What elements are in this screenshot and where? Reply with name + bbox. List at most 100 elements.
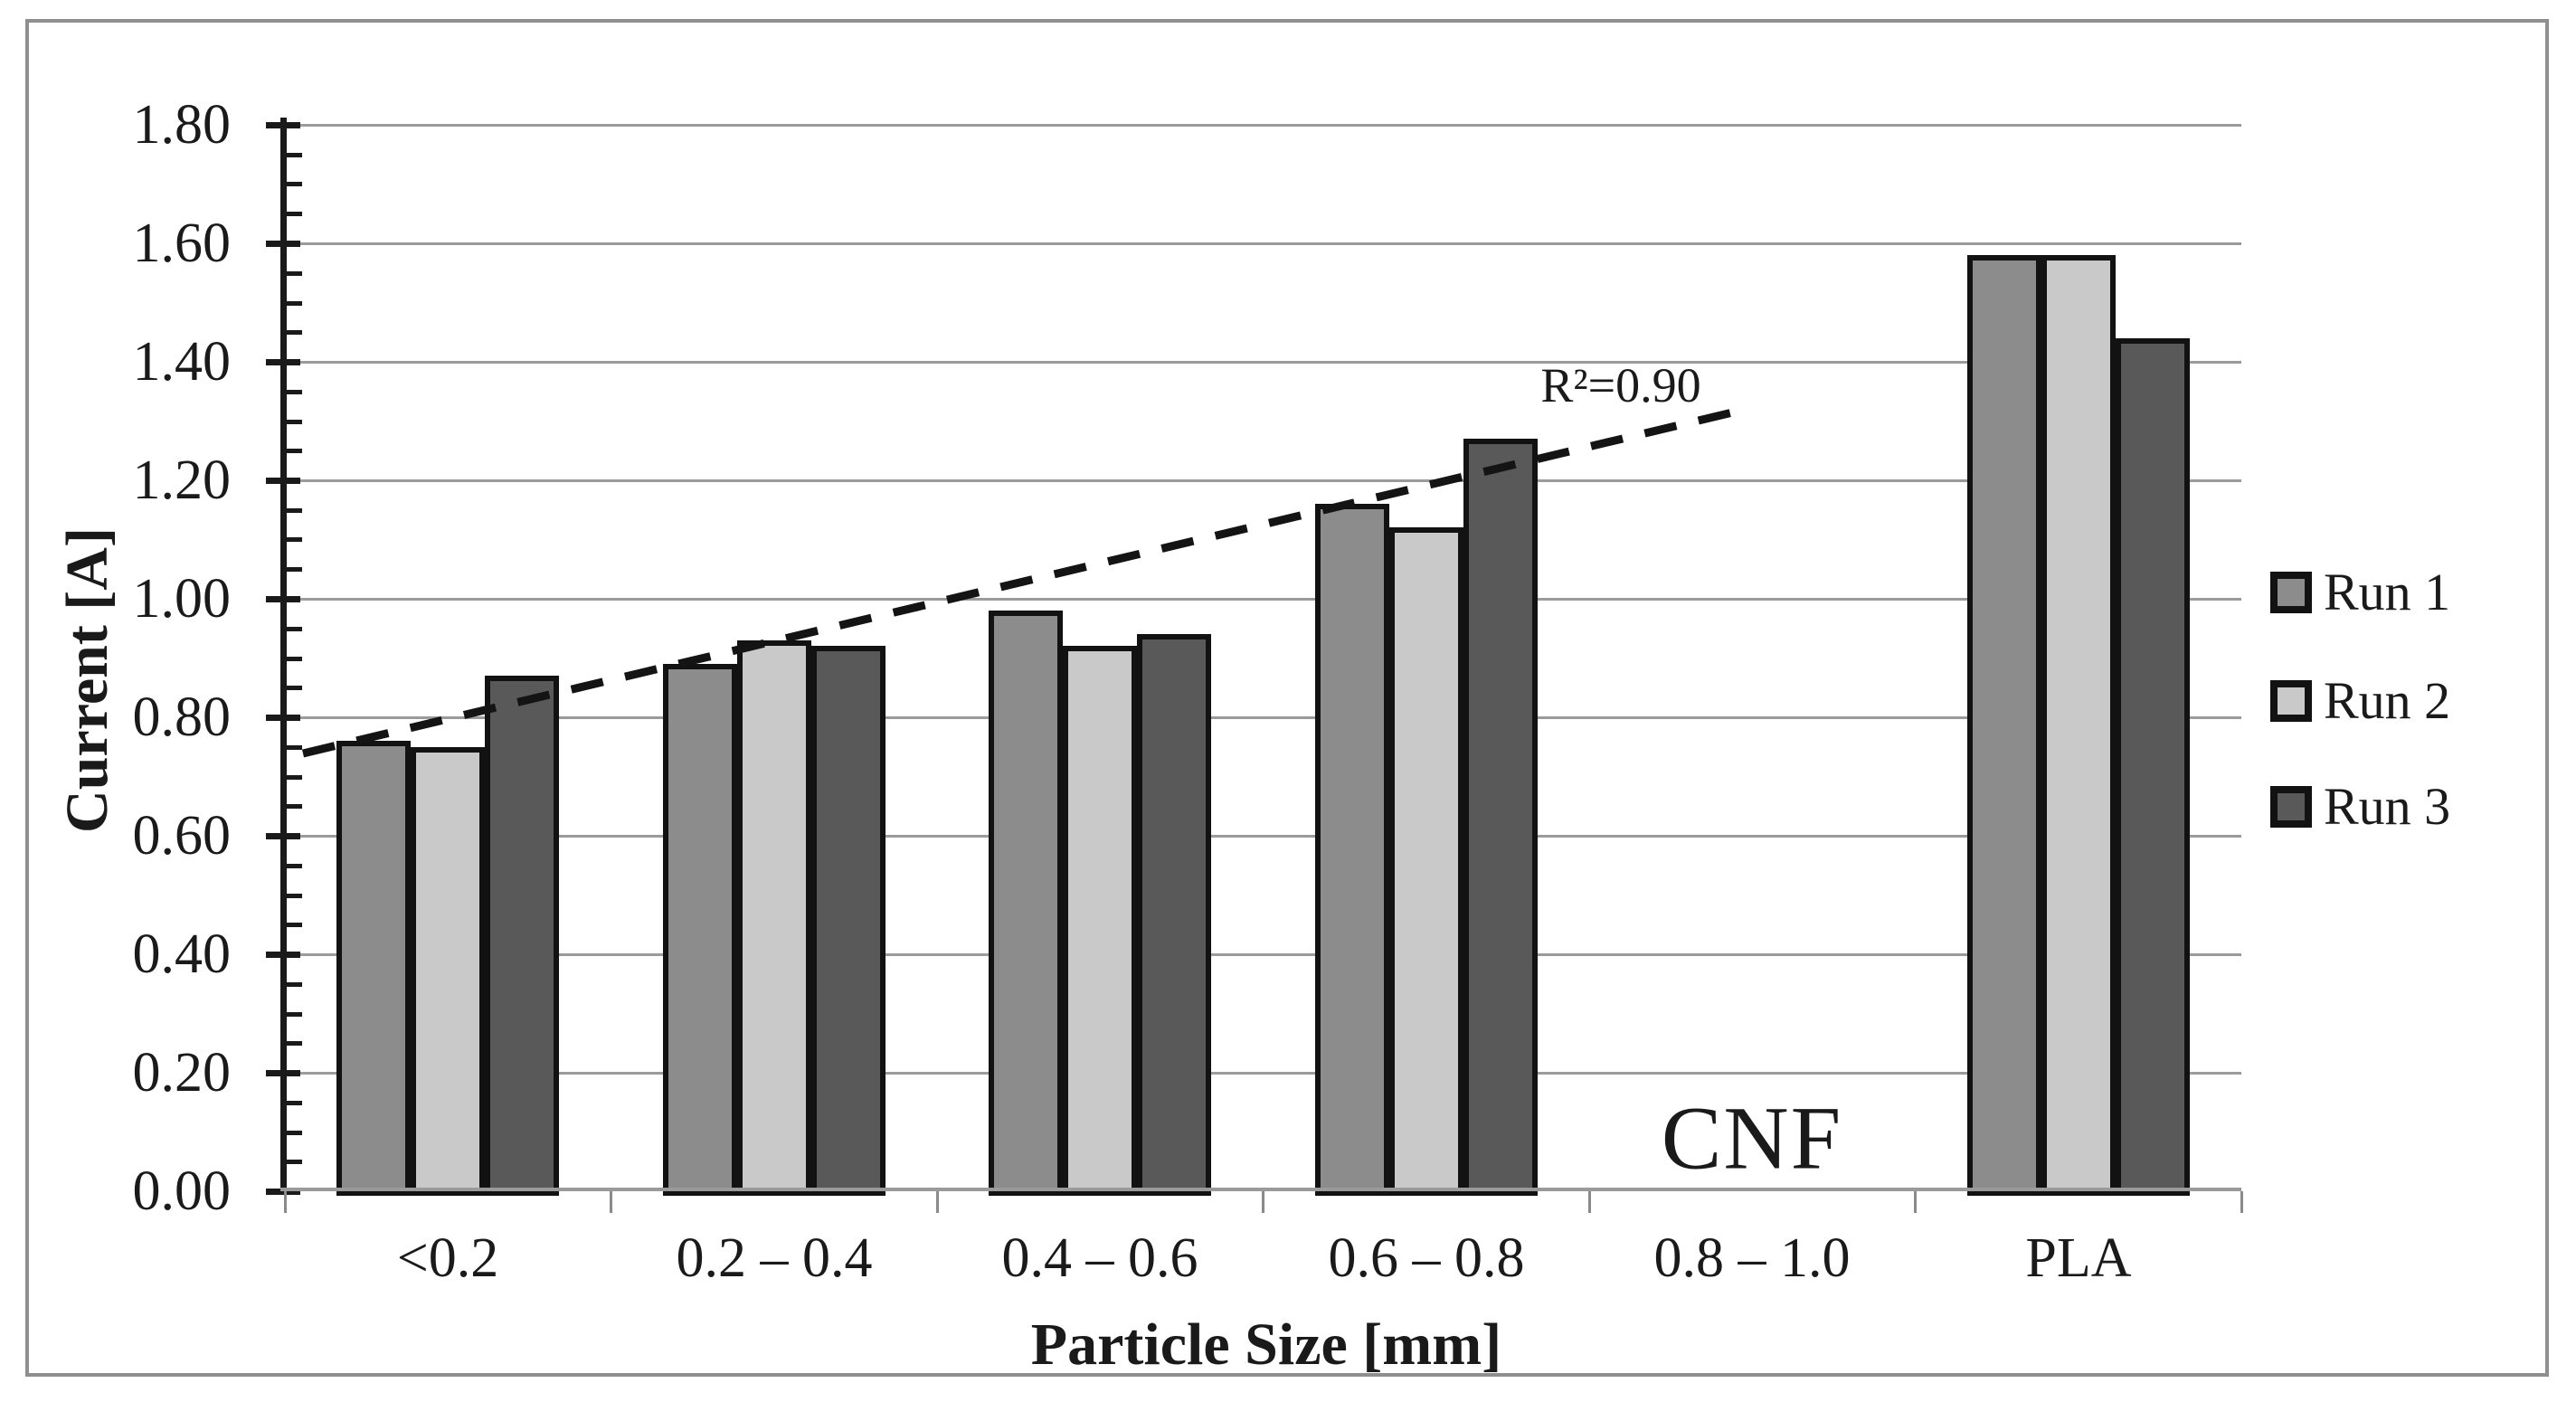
bar-run1-2	[663, 664, 737, 1196]
y-axis-major-tick	[266, 359, 300, 365]
cnf-annotation: CNF	[1661, 1087, 1843, 1189]
bar-run2-6	[2041, 255, 2116, 1196]
y-axis-tick-label: 0.00	[132, 1160, 232, 1222]
y-axis-tick-label: 1.20	[132, 450, 232, 511]
y-axis-minor-tick	[282, 153, 302, 157]
y-axis-minor-tick	[282, 657, 302, 661]
x-axis-tick	[1914, 1191, 1917, 1213]
y-axis-tick-label: 1.60	[132, 213, 232, 274]
y-axis-major-tick	[266, 715, 300, 721]
y-axis-minor-tick	[282, 1101, 302, 1105]
legend-item-run1: Run 1	[2270, 565, 2450, 620]
y-axis-minor-tick	[282, 301, 302, 306]
gridline	[282, 716, 2241, 719]
y-axis-major-tick	[266, 952, 300, 958]
x-axis-category-label: 0.6 – 0.8	[1328, 1227, 1525, 1289]
bar-run3-2	[811, 646, 886, 1196]
y-axis-minor-tick	[282, 775, 302, 780]
x-axis-tick	[1262, 1191, 1264, 1213]
y-axis-minor-tick	[282, 923, 302, 927]
y-axis-tick-label: 0.80	[132, 687, 232, 748]
r-squared-annotation: R²=0.90	[1540, 358, 1701, 412]
y-axis-tick-label: 0.20	[132, 1042, 232, 1104]
bar-run2-1	[411, 747, 485, 1196]
legend-item-run2: Run 2	[2270, 674, 2450, 728]
y-axis-tick-label: 1.00	[132, 568, 232, 630]
y-axis-minor-tick	[282, 864, 302, 868]
y-axis-minor-tick	[282, 537, 302, 542]
y-axis-major-tick	[266, 1070, 300, 1076]
y-axis-minor-tick	[282, 449, 302, 453]
gridline	[282, 1072, 2241, 1075]
gridline	[282, 835, 2241, 838]
y-axis-major-tick	[266, 596, 300, 602]
bar-run1-1	[336, 741, 411, 1196]
y-axis-minor-tick	[282, 745, 302, 750]
gridline	[282, 242, 2241, 245]
x-axis-tick	[1588, 1191, 1591, 1213]
bar-run2-4	[1389, 527, 1463, 1196]
y-axis-minor-tick	[282, 271, 302, 276]
y-axis-minor-tick	[282, 330, 302, 335]
x-axis-category-label: PLA	[2025, 1227, 2132, 1289]
y-axis-major-tick	[266, 833, 300, 839]
y-axis-line	[280, 118, 287, 1195]
y-axis-tick-label: 0.40	[132, 924, 232, 985]
x-axis-tick	[284, 1191, 287, 1213]
y-axis-minor-tick	[282, 982, 302, 987]
y-axis-tick-label: 0.60	[132, 805, 232, 867]
y-axis-major-tick	[266, 1189, 300, 1195]
gridline	[282, 479, 2241, 482]
y-axis-minor-tick	[282, 420, 302, 424]
y-axis-minor-tick	[282, 686, 302, 690]
gridline	[282, 124, 2241, 127]
bar-run1-3	[989, 611, 1063, 1196]
bar-run3-4	[1463, 439, 1538, 1196]
legend-label: Run 2	[2324, 671, 2451, 730]
x-axis-category-label: 0.8 – 1.0	[1653, 1227, 1851, 1289]
bar-run2-2	[737, 640, 811, 1196]
x-axis-tick	[2240, 1191, 2243, 1213]
bar-run3-6	[2116, 338, 2190, 1196]
x-axis-category-label: 0.4 – 0.6	[1001, 1227, 1198, 1289]
y-axis-minor-tick	[282, 1160, 302, 1164]
bar-run1-6	[1967, 255, 2041, 1196]
y-axis-minor-tick	[282, 1041, 302, 1046]
legend-item-run3: Run 3	[2270, 780, 2450, 834]
y-axis-minor-tick	[282, 567, 302, 572]
legend-label: Run 1	[2324, 563, 2451, 621]
y-axis-minor-tick	[282, 508, 302, 513]
gridline	[282, 361, 2241, 364]
y-axis-major-tick	[266, 241, 300, 247]
y-axis-major-tick	[266, 478, 300, 484]
gridline	[282, 598, 2241, 601]
y-axis-title: Current [A]	[54, 527, 120, 833]
gridline	[282, 953, 2241, 956]
x-axis-tick	[936, 1191, 939, 1213]
y-axis-tick-label: 1.40	[132, 331, 232, 393]
y-axis-minor-tick	[282, 894, 302, 898]
x-axis-category-label: <0.2	[396, 1227, 499, 1289]
legend-swatch-icon	[2270, 680, 2312, 722]
legend-swatch-icon	[2270, 572, 2312, 613]
y-axis-minor-tick	[282, 627, 302, 631]
x-axis-title: Particle Size [mm]	[1030, 1312, 1502, 1378]
y-axis-major-tick	[266, 122, 300, 128]
bar-run3-3	[1137, 634, 1211, 1196]
bar-run3-1	[485, 676, 559, 1196]
y-axis-tick-label: 1.80	[132, 94, 232, 156]
legend-label: Run 3	[2324, 777, 2451, 836]
y-axis-minor-tick	[282, 1012, 302, 1017]
y-axis-minor-tick	[282, 212, 302, 216]
y-axis-minor-tick	[282, 182, 302, 186]
x-axis-category-label: 0.2 – 0.4	[676, 1227, 873, 1289]
y-axis-minor-tick	[282, 390, 302, 394]
bar-run1-4	[1315, 504, 1389, 1196]
x-axis-line	[280, 1188, 2241, 1191]
x-axis-tick	[610, 1191, 612, 1213]
bar-run2-3	[1063, 646, 1137, 1196]
y-axis-minor-tick	[282, 804, 302, 809]
legend-swatch-icon	[2270, 786, 2312, 828]
y-axis-minor-tick	[282, 1131, 302, 1135]
